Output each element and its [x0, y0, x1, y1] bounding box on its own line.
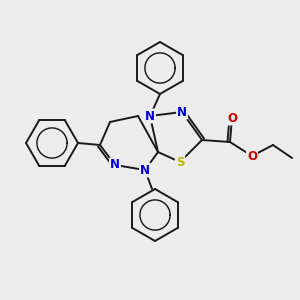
Text: S: S: [176, 155, 184, 169]
Text: N: N: [145, 110, 155, 122]
Text: O: O: [227, 112, 237, 124]
Text: N: N: [110, 158, 120, 172]
Text: N: N: [177, 106, 187, 118]
Text: O: O: [247, 149, 257, 163]
Text: N: N: [140, 164, 150, 176]
